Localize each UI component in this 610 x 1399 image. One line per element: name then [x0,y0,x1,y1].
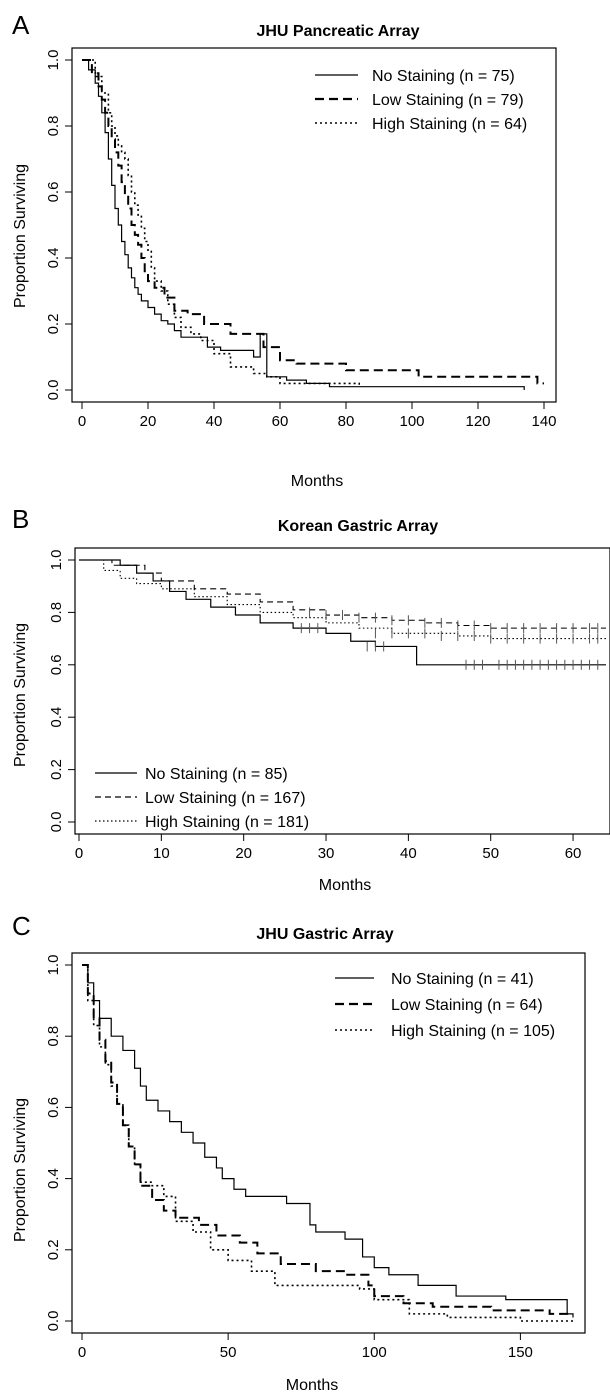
y-tick-label: 0.6 [48,654,65,675]
chart-title: JHU Pancreatic Array [256,23,419,40]
survival-curve-solid [82,59,525,390]
y-tick-label: 0.8 [48,602,65,623]
legend: No Staining (n = 75) Low Staining (n = 7… [315,68,527,133]
x-axis-label: Months [319,877,371,894]
y-axis-label: Proportion Surviving [12,164,29,308]
y-tick-label: 0.4 [45,248,62,269]
panel-label: A [12,10,30,40]
legend-label-low-staining: Low Staining (n = 167) [145,790,306,807]
chart-title: JHU Gastric Array [256,926,393,943]
legend: No Staining (n = 85) Low Staining (n = 1… [95,766,309,831]
legend-label-no-staining: No Staining (n = 75) [372,68,515,85]
chart-title: Korean Gastric Array [278,518,438,535]
x-tick-label: 0 [75,845,83,862]
plot-frame [71,952,586,1334]
legend-label-high-staining: High Staining (n = 64) [372,116,527,133]
y-tick-label: 0.2 [45,1239,62,1260]
legend-label-no-staining: No Staining (n = 85) [145,766,288,783]
y-tick-label: 0.0 [45,1311,62,1332]
x-tick-label: 60 [272,413,289,430]
x-tick-label: 60 [565,845,582,862]
x-tick-label: 120 [465,413,490,430]
y-tick-label: 0.6 [45,182,62,203]
x-tick-label: 10 [153,845,170,862]
y-tick-label: 0.8 [45,116,62,137]
plot-frame [74,547,610,835]
y-tick-label: 0.0 [48,812,65,833]
legend: No Staining (n = 41) Low Staining (n = 6… [335,971,555,1040]
y-axis-label: Proportion Surviving [12,623,29,767]
panel-a: A JHU Pancreatic Array Proportion Surviv… [12,10,557,490]
y-axis-label: Proportion Surviving [12,1098,29,1242]
x-tick-label: 20 [235,845,252,862]
survival-curve-dashed [82,964,573,1315]
x-tick-label: 100 [399,413,424,430]
survival-curve-solid [82,964,574,1318]
survival-curve-solid [79,559,606,666]
x-tick-label: 100 [362,1344,387,1361]
legend-label-high-staining: High Staining (n = 181) [145,814,309,831]
y-tick-label: 0.2 [48,759,65,780]
x-tick-label: 50 [220,1344,237,1361]
legend-label-low-staining: Low Staining (n = 64) [391,997,543,1014]
x-tick-label: 140 [531,413,556,430]
survival-curve-dotted [82,59,360,387]
survival-curve-dashed [82,59,544,385]
x-tick-label: 40 [206,413,223,430]
y-tick-label: 0.0 [45,380,62,401]
x-tick-label: 0 [78,413,86,430]
panel-c: C JHU Gastric Array Proportion Surviving… [12,911,586,1394]
y-tick-label: 0.2 [45,314,62,335]
x-tick-label: 50 [482,845,499,862]
x-tick-label: 0 [78,1344,86,1361]
plot-frame [71,47,557,403]
y-tick-label: 1.0 [45,955,62,976]
y-tick-label: 1.0 [48,550,65,571]
panel-b: B Korean Gastric Array Proportion Surviv… [12,504,610,894]
survival-curve-dotted [82,964,573,1322]
y-tick-label: 0.4 [48,707,65,728]
y-tick-label: 0.6 [45,1097,62,1118]
panel-label: B [12,504,29,534]
x-axis-label: Months [291,473,343,490]
x-axis-label: Months [286,1377,338,1394]
x-tick-label: 150 [508,1344,533,1361]
survival-curve-dotted [79,559,606,640]
x-tick-label: 30 [318,845,335,862]
legend-label-high-staining: High Staining (n = 105) [391,1023,555,1040]
panel-label: C [12,911,31,941]
y-tick-label: 1.0 [45,50,62,71]
x-tick-label: 20 [140,413,157,430]
x-tick-label: 80 [338,413,355,430]
y-tick-label: 0.4 [45,1168,62,1189]
legend-label-low-staining: Low Staining (n = 79) [372,92,524,109]
y-tick-label: 0.8 [45,1026,62,1047]
x-tick-label: 40 [400,845,417,862]
legend-label-no-staining: No Staining (n = 41) [391,971,534,988]
